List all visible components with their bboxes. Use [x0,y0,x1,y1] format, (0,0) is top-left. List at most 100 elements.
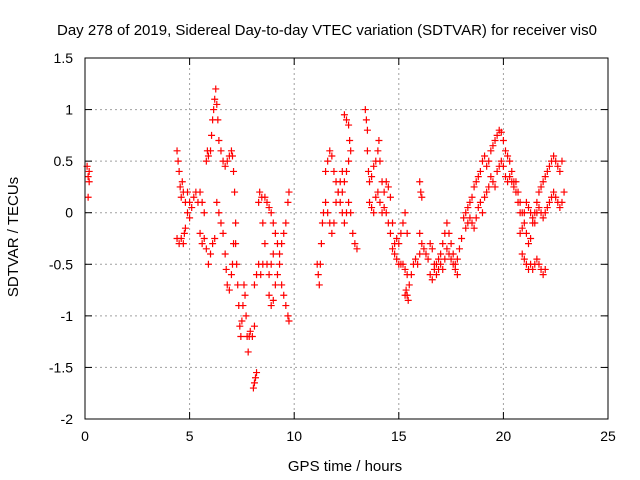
data-point [186,198,194,206]
data-point [271,229,279,237]
data-point [543,167,551,175]
data-point [177,193,185,201]
data-point [240,281,248,289]
data-point [541,209,549,217]
data-point [541,265,549,273]
axis-ticks: 0 5 10 15 20 25 -2 -1.5 -1 -0.5 0 0.5 1 1.5 [49,50,616,444]
data-point [407,271,415,279]
data-point [445,250,453,258]
data-point [328,152,336,160]
data-point [213,100,221,108]
data-point [558,157,566,165]
data-point [269,296,277,304]
data-point [527,235,535,242]
data-point [222,265,230,273]
data-point [269,250,277,258]
data-point [501,147,509,155]
data-point [85,178,93,186]
data-point [453,255,461,263]
data-point [284,312,292,320]
data-point [273,271,281,279]
data-point [487,173,495,181]
data-point [202,245,210,253]
data-point [184,188,192,196]
y-tick-label: 0 [65,205,73,221]
data-point [285,188,293,196]
data-point [550,188,558,196]
data-point [330,167,338,175]
data-point [533,255,541,263]
data-point [225,286,233,294]
data-point [376,157,384,165]
data-point [228,152,236,160]
data-point [234,281,242,289]
data-point [207,250,215,258]
data-point [372,193,380,201]
data-point [437,260,445,268]
data-point [506,157,514,165]
data-point [560,188,568,196]
data-point [202,157,210,165]
data-point [249,384,257,392]
data-point [466,214,474,222]
data-point [345,121,353,129]
y-tick-label: -0.5 [49,256,73,272]
data-point [255,198,263,206]
data-point [401,265,409,273]
data-point [322,198,330,206]
data-point [395,240,403,248]
data-point [374,188,382,196]
data-point [426,240,434,248]
data-point [472,178,480,186]
data-point [269,219,277,227]
data-point [430,265,438,273]
data-point [324,157,332,165]
data-point [554,162,562,170]
data-point [244,348,252,356]
data-point [219,229,227,237]
data-point [493,167,501,175]
data-point [317,240,325,248]
plot-frame [84,57,609,420]
data-point [276,250,284,258]
data-point [241,291,249,299]
data-point [491,137,499,145]
data-point [468,193,476,201]
data-point [404,296,412,304]
data-point [215,137,223,145]
data-point [200,209,208,217]
data-point [489,142,497,150]
data-point [499,137,507,145]
data-point [213,198,221,206]
data-point [257,271,265,279]
data-point [278,240,286,248]
y-tick-label: -1 [61,308,74,324]
data-point [412,255,420,263]
data-point [345,198,353,206]
data-point [491,183,499,191]
data-point [265,271,273,279]
data-point [393,235,401,242]
data-point [466,198,474,206]
data-point [184,209,192,217]
data-point [265,291,273,299]
data-point [514,188,522,196]
data-point [330,219,338,227]
data-point [529,214,537,222]
data-point [403,291,411,299]
data-point [190,193,198,201]
x-tick-label: 0 [81,428,89,444]
data-point [85,167,93,175]
data-point [418,240,426,248]
data-point [403,229,411,237]
data-point [188,204,196,212]
data-point [386,193,394,201]
x-tick-label: 5 [186,428,194,444]
data-point [424,255,432,263]
data-point [399,219,407,227]
data-point [556,167,564,175]
data-point [443,245,451,253]
data-point [510,183,518,191]
data-point [271,281,279,289]
